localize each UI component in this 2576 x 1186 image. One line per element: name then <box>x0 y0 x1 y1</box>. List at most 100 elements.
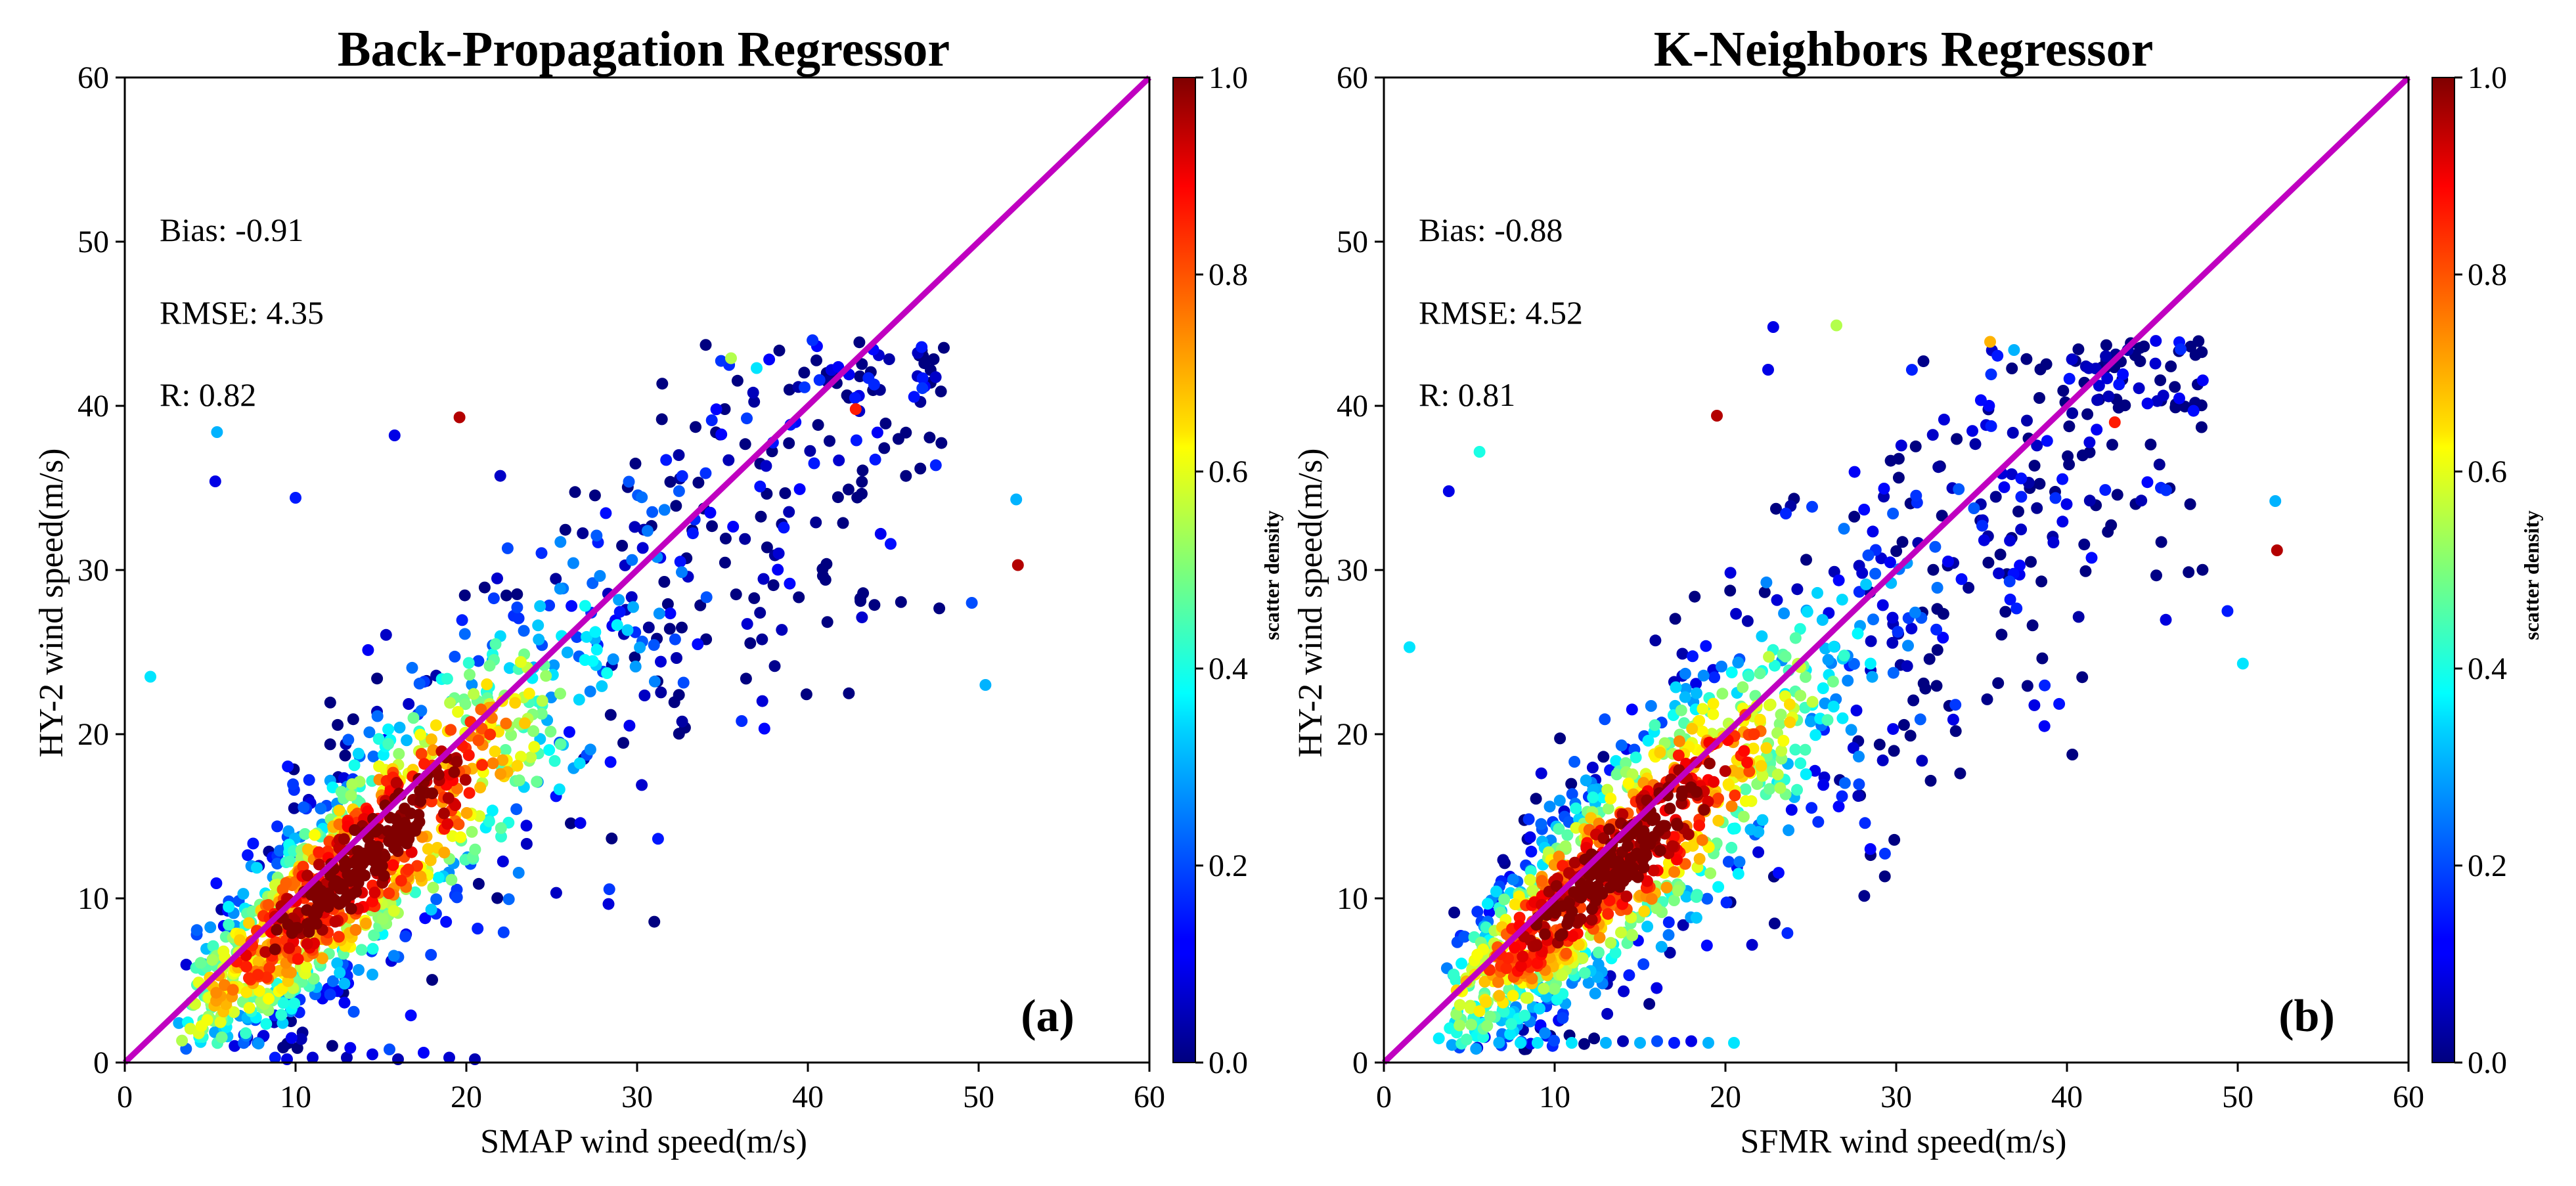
scatter-point <box>676 715 688 728</box>
scatter-point <box>2195 421 2208 433</box>
scatter-point <box>347 1005 360 1018</box>
scatter-point <box>648 915 661 928</box>
scatter-point <box>1725 666 1738 678</box>
scatter-point <box>1530 793 1542 805</box>
scatter-point <box>1553 795 1566 807</box>
scatter-point <box>497 754 509 766</box>
scatter-point <box>1993 567 2005 580</box>
scatter-point <box>2150 335 2162 347</box>
scatter-point <box>209 475 221 487</box>
scatter-point <box>1689 590 1701 603</box>
scatter-point <box>1771 768 1784 781</box>
scatter-point <box>923 431 936 444</box>
scatter-point <box>1536 875 1548 887</box>
scatter-point <box>1752 846 1765 858</box>
x-tick-label: 40 <box>792 1080 824 1114</box>
scatter-point <box>206 954 219 966</box>
scatter-point <box>1680 890 1693 903</box>
scatter-point <box>2033 392 2045 404</box>
scatter-point <box>1860 578 1873 590</box>
reference-line-b <box>1381 75 2411 1065</box>
scatter-point <box>719 556 731 569</box>
scatter-point <box>1682 828 1695 841</box>
scatter-point <box>443 1051 455 1064</box>
scatter-point <box>371 672 384 685</box>
scatter-point <box>1563 867 1575 879</box>
scatter-point <box>430 719 442 732</box>
scatter-point <box>359 869 371 882</box>
scatter-point <box>1617 1035 1629 1047</box>
scatter-point <box>1728 1037 1740 1049</box>
scatter-point <box>1831 319 1842 332</box>
scatter-point <box>574 817 587 829</box>
scatter-point <box>2005 468 2018 481</box>
scatter-point <box>1702 1037 1714 1049</box>
scatter-point <box>298 801 310 814</box>
scatter-point <box>462 657 475 669</box>
scatter-point <box>1775 709 1787 721</box>
scatter-point <box>715 428 728 441</box>
scatter-point <box>2091 424 2103 436</box>
scatter-point <box>1568 886 1580 898</box>
scatter-point <box>540 670 552 682</box>
scatter-point <box>1764 699 1775 711</box>
scatter-point <box>2026 619 2039 632</box>
scatter-point <box>427 881 439 894</box>
scatter-point <box>544 726 557 738</box>
scatter-point <box>565 817 577 829</box>
scatter-point <box>243 1001 255 1014</box>
scatter-point <box>2160 484 2172 496</box>
scatter-point <box>316 952 328 965</box>
scatter-point <box>2015 523 2028 536</box>
scatter-point <box>491 572 503 584</box>
x-tick-label: 30 <box>621 1080 653 1114</box>
scatter-point <box>1576 952 1589 965</box>
scatter-point <box>301 843 314 856</box>
scatter-point <box>1862 549 1875 561</box>
scatter-point <box>283 942 296 954</box>
scatter-point <box>811 354 822 366</box>
scatter-point <box>372 823 384 835</box>
scatter-point <box>878 442 891 454</box>
scatter-point <box>307 973 320 985</box>
scatter-point <box>676 566 688 579</box>
scatter-point <box>731 374 744 387</box>
scatter-point <box>1649 634 1662 647</box>
scatter-point <box>1676 789 1688 802</box>
scatter-point <box>1902 640 1914 652</box>
scatter-point <box>502 893 515 906</box>
scatter-point <box>407 712 420 724</box>
scatter-point <box>1989 491 2002 503</box>
scatter-point <box>1781 927 1794 939</box>
scatter-point <box>360 917 372 930</box>
scatter-point <box>1853 751 1865 763</box>
scatter-point <box>1801 605 1813 618</box>
scatter-point <box>1605 793 1617 804</box>
scatter-point <box>543 744 556 757</box>
scatter-point <box>2157 389 2169 402</box>
scatter-point <box>1587 791 1599 804</box>
scatter-point <box>661 598 674 610</box>
scatter-point <box>2015 472 2028 485</box>
scatter-point <box>512 867 525 879</box>
scatter-point <box>1756 814 1769 826</box>
y-tick-label: 30 <box>78 553 109 588</box>
scatter-point <box>2135 494 2148 507</box>
scatter-point <box>520 838 533 850</box>
scatter-point <box>1473 1005 1486 1017</box>
scatter-point <box>856 358 868 370</box>
scatter-point <box>243 972 255 984</box>
scatter-point <box>487 757 499 770</box>
scatter-point <box>548 659 560 672</box>
scatter-point <box>338 996 351 1009</box>
scatter-point <box>669 633 681 646</box>
x-tick-label: 0 <box>1376 1080 1392 1114</box>
scatter-point <box>1942 556 1954 567</box>
scatter-point <box>478 581 491 594</box>
scatter-point <box>725 352 737 364</box>
scatter-point <box>778 521 790 534</box>
scatter-point <box>324 696 336 709</box>
scatter-point <box>425 733 437 745</box>
scatter-point <box>1828 640 1840 653</box>
scatter-point <box>1836 790 1848 802</box>
